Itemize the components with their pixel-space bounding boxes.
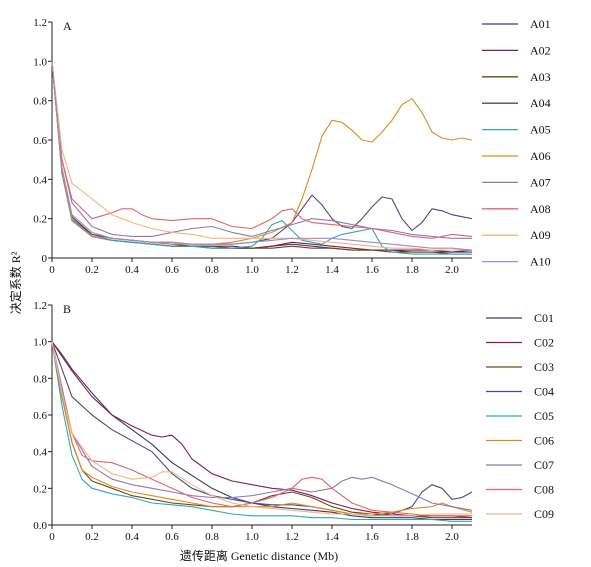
legend-label-A07: A07 — [530, 175, 551, 189]
panel-label: B — [63, 302, 71, 316]
y-tick-label: 1.2 — [33, 17, 47, 29]
x-tick-label: 1.0 — [245, 531, 259, 543]
x-tick-label: 1.2 — [285, 264, 299, 276]
x-tick-label: 1.6 — [365, 531, 379, 543]
x-tick-label: 0.6 — [165, 264, 179, 276]
y-tick-label: 0.8 — [33, 373, 47, 385]
series-line-A04 — [51, 61, 473, 245]
series-line-C02 — [51, 341, 473, 519]
series-line-A07 — [51, 61, 472, 239]
legend-label-A05: A05 — [530, 123, 551, 137]
legend-label-C03: C03 — [534, 360, 554, 374]
x-tick-label: 0 — [49, 264, 55, 276]
legend-label-A02: A02 — [530, 43, 551, 57]
x-tick-label: 1.8 — [405, 264, 419, 276]
series-line-C09 — [51, 341, 472, 517]
legend-label-C02: C02 — [534, 336, 554, 350]
series-line-A09 — [51, 61, 472, 251]
x-tick-label: 0.2 — [85, 531, 99, 543]
series-line-A06 — [51, 61, 473, 245]
x-tick-label: 0.4 — [125, 531, 139, 543]
legend-label-A03: A03 — [530, 70, 551, 84]
legend-label-A01: A01 — [530, 17, 551, 31]
y-tick-label: 0.6 — [33, 135, 47, 147]
x-axis-label: 遗传距离 Genetic distance (Mb) — [180, 548, 338, 563]
x-tick-label: 1.4 — [325, 531, 339, 543]
legend-label-C07: C07 — [534, 458, 554, 472]
legend-label-A09: A09 — [530, 228, 551, 242]
series-line-C08 — [51, 341, 472, 517]
y-tick-label: 0.2 — [33, 483, 47, 495]
legend-label-A10: A10 — [530, 255, 551, 269]
series-line-C06 — [51, 341, 473, 515]
y-tick-label: 0.4 — [33, 174, 47, 186]
series-line-C07 — [51, 341, 473, 511]
series-line-A08 — [51, 61, 473, 239]
legend-label-C06: C06 — [534, 434, 554, 448]
y-tick-label: 0.6 — [33, 410, 47, 422]
y-axis-label: 决定系数 R² — [8, 251, 23, 314]
x-tick-label: 2.0 — [445, 264, 459, 276]
series-line-C03 — [51, 341, 472, 519]
y-tick-label: 1.0 — [33, 337, 47, 349]
x-tick-label: 1.4 — [325, 264, 339, 276]
y-tick-label: 0.0 — [33, 520, 47, 532]
y-tick-label: 1.0 — [33, 56, 47, 68]
x-tick-label: 0.6 — [165, 531, 179, 543]
x-tick-label: 0.8 — [205, 531, 219, 543]
series-line-C05 — [51, 341, 472, 522]
series-line-A10 — [51, 61, 473, 251]
y-tick-label: 0 — [42, 253, 48, 265]
x-tick-label: 2.0 — [445, 531, 459, 543]
x-tick-label: 0.2 — [85, 264, 99, 276]
x-tick-label: 0.4 — [125, 264, 139, 276]
x-tick-label: 1.8 — [405, 531, 419, 543]
legend-label-A08: A08 — [530, 202, 551, 216]
legend-label-C09: C09 — [534, 507, 554, 521]
series-line-A03 — [51, 61, 472, 255]
legend-label-C05: C05 — [534, 409, 554, 423]
series-line-A05 — [51, 61, 472, 255]
panel-b: 0.0 0.2 0.4 0.6 0.8 1.0 1.2 0 0.2 0.4 0.6 0.8 1.0 1.2… — [33, 300, 554, 543]
x-tick-label: 1.6 — [365, 264, 379, 276]
panel-label: A — [63, 19, 72, 33]
x-tick-label: 1.0 — [245, 264, 259, 276]
x-tick-label: 0 — [49, 531, 55, 543]
panel-a: 0 0.2 0.4 0.6 0.8 1.0 1.2 0 0.2 0.4 0.6 0.8 1.0 1.2 1.… — [33, 17, 550, 276]
legend-label-C01: C01 — [534, 311, 554, 325]
y-tick-label: 1.2 — [33, 300, 47, 312]
x-tick-label: 0.8 — [205, 264, 219, 276]
y-tick-label: 0.8 — [33, 96, 47, 108]
legend-label-C08: C08 — [534, 483, 554, 497]
y-tick-label: 0.2 — [33, 214, 47, 226]
x-tick-label: 1.2 — [285, 531, 299, 543]
legend-label-A04: A04 — [530, 96, 551, 110]
legend-label-A06: A06 — [530, 149, 551, 163]
y-tick-label: 0.4 — [33, 447, 47, 459]
legend-label-C04: C04 — [534, 385, 554, 399]
